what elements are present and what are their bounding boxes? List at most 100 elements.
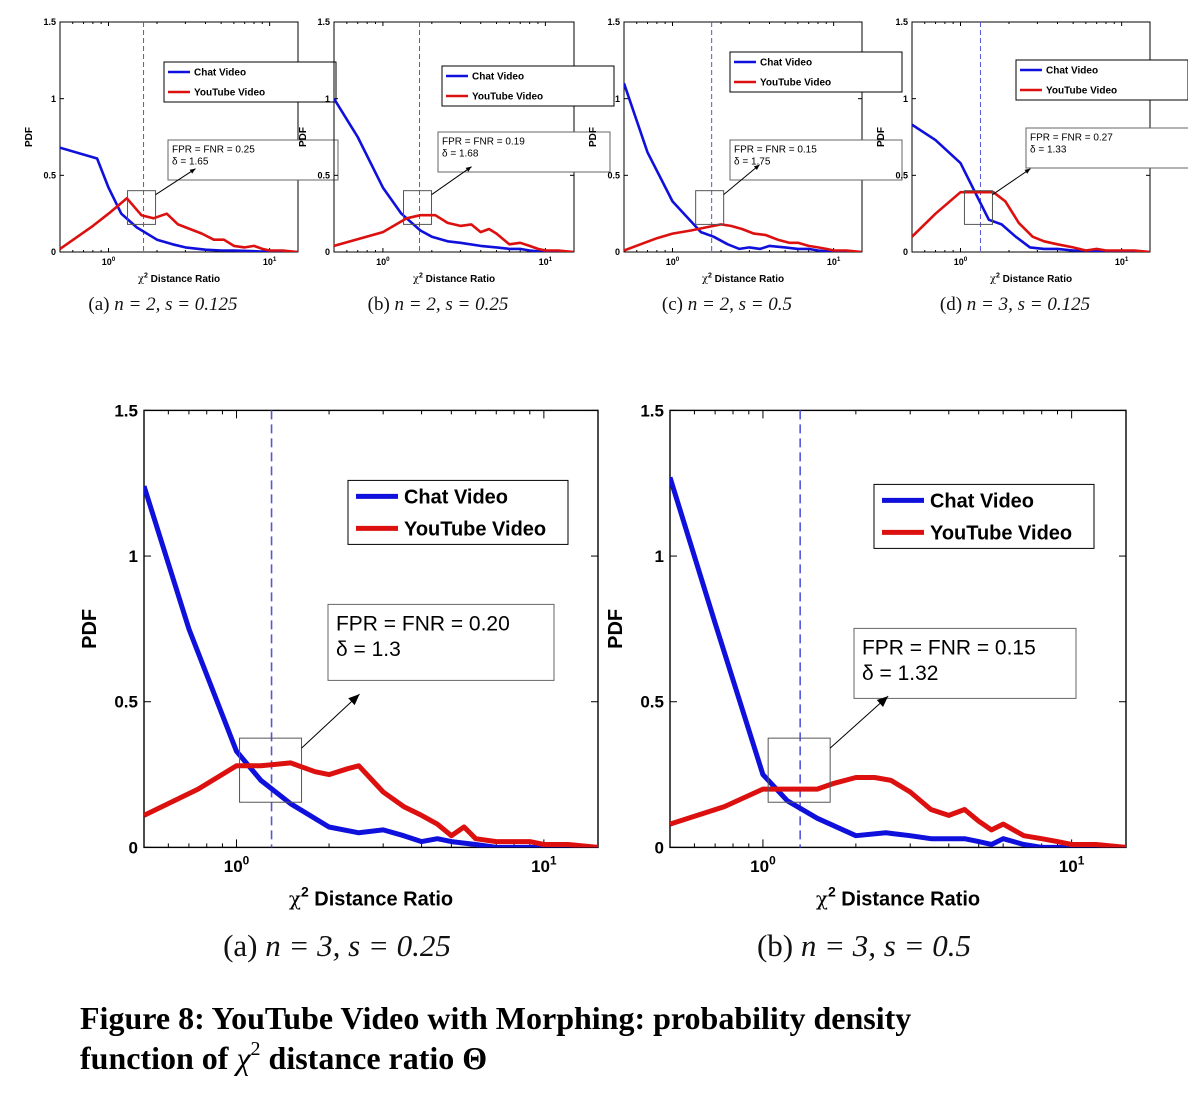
y-tick-label: 1.5	[895, 17, 908, 27]
x-tick-base: 10	[531, 857, 550, 876]
x-tick-label: 100	[666, 256, 680, 267]
subfigure-caption: (a) n = 2, s = 0.125	[16, 294, 310, 316]
y-tick-label: 1	[129, 547, 138, 566]
x-tick-base: 10	[1059, 857, 1078, 876]
x-tick-label: 101	[1115, 256, 1129, 267]
annotation-arrowhead	[876, 695, 889, 707]
series-line-chat-video	[60, 146, 298, 252]
figure-caption-line2-before: function of	[80, 1040, 237, 1076]
annotation-box	[853, 627, 1077, 699]
y-tick-label: 1	[325, 94, 330, 104]
legend-box	[441, 65, 615, 107]
annotation-line1: FPR = FNR = 0.25	[172, 145, 255, 156]
x-axis-label-chi: χ	[990, 274, 996, 285]
annotation-box	[437, 131, 611, 173]
legend-label-youtube-video: YouTube Video	[404, 518, 546, 540]
annotation-arrow	[992, 168, 1031, 196]
x-tick-exp: 0	[769, 853, 776, 867]
x-tick-exp: 0	[676, 256, 680, 263]
x-tick-label: 100	[224, 853, 250, 876]
annotation-arrow	[155, 168, 196, 196]
x-axis-label-text: Distance Ratio	[148, 274, 220, 285]
series-line-youtube-video	[670, 774, 1126, 847]
y-tick-label: 0	[903, 247, 908, 257]
annotation-arrow	[723, 164, 760, 196]
y-tick-label: 1.5	[114, 401, 138, 420]
y-tick-label: 0.5	[114, 692, 138, 711]
chart-panel-b-large: 0 0.5 1 1.5 100 101 χ2 Distance Ratio PDF FPR = …	[590, 396, 1138, 968]
x-axis-label-sup: 2	[708, 273, 712, 280]
x-axis-label: χ2 Distance Ratio	[816, 883, 980, 910]
plot-frame	[623, 21, 863, 253]
y-tick-label: 0	[325, 247, 330, 257]
subfigure-caption-label: (a)	[223, 927, 266, 963]
x-axis-label-chi: χ	[289, 886, 301, 910]
series-line-youtube-video	[334, 213, 574, 252]
x-axis-label: χ2 Distance Ratio	[990, 273, 1072, 286]
annotation-arrowhead	[1024, 168, 1031, 174]
annotation-arrowhead	[348, 693, 360, 705]
crossing-highlight-box	[239, 737, 303, 803]
chart-panel-a-large: 0 0.5 1 1.5 100 101 χ2 Distance Ratio PDF FPR = …	[64, 396, 610, 968]
x-axis-label-chi: χ	[816, 886, 828, 910]
x-axis-label-sup: 2	[144, 273, 148, 280]
legend-box	[163, 61, 337, 103]
y-tick-label: 0.5	[43, 170, 56, 180]
series-line-youtube-video	[624, 223, 862, 252]
y-tick-label: 1	[903, 94, 908, 104]
annotation-arrow	[301, 693, 360, 749]
x-tick-label: 100	[376, 256, 390, 267]
x-tick-exp: 0	[112, 256, 116, 263]
x-tick-label: 101	[827, 256, 841, 267]
annotation-line2: δ = 1.75	[734, 157, 771, 168]
x-tick-label: 100	[102, 256, 116, 267]
crossing-highlight-box	[403, 190, 433, 225]
x-axis-label-sup: 2	[419, 273, 423, 280]
y-axis-label: PDF	[876, 127, 887, 147]
figure-caption-line2-after: distance ratio Θ	[260, 1040, 488, 1076]
y-axis-label: PDF	[298, 127, 309, 147]
annotation-line1: FPR = FNR = 0.15	[734, 145, 817, 156]
x-tick-label: 101	[263, 256, 277, 267]
y-tick-label: 0	[51, 247, 56, 257]
series-line-chat-video	[912, 123, 1150, 252]
x-tick-exp: 0	[386, 256, 390, 263]
y-tick-label: 0	[615, 247, 620, 257]
x-axis-label-sup: 2	[828, 883, 836, 899]
x-axis-label-sup: 2	[996, 273, 1000, 280]
y-tick-label: 1	[51, 94, 56, 104]
subfigure-caption-params: n = 2, s = 0.125	[114, 294, 238, 315]
plot-frame	[59, 21, 299, 253]
x-tick-exp: 1	[273, 256, 277, 263]
subfigure-caption-params: n = 2, s = 0.25	[394, 294, 509, 315]
annotation-box	[327, 603, 555, 681]
y-tick-label: 0.5	[640, 692, 664, 711]
chart-panel-d-small: 0 0.5 1 1.5 100 101 χ2 Distance Ratio PDF FPR = …	[868, 10, 1188, 334]
annotation-arrow	[431, 166, 472, 196]
subfigure-caption-params: n = 3, s = 0.125	[966, 294, 1091, 315]
crossing-highlight-box	[127, 190, 157, 225]
y-axis-label: PDF	[588, 127, 599, 147]
figure-caption-line1: Figure 8: YouTube Video with Morphing: p…	[80, 1000, 912, 1036]
x-axis-label: χ2 Distance Ratio	[138, 273, 220, 286]
chart-panel-a-small: 0 0.5 1 1.5 100 101 χ2 Distance Ratio PDF FPR = …	[16, 10, 339, 334]
x-tick-exp: 0	[243, 853, 250, 867]
annotation-line2: δ = 1.32	[862, 661, 938, 684]
annotation-line2: δ = 1.68	[442, 149, 479, 160]
plot-frame	[669, 409, 1127, 848]
annotation-arrowhead	[465, 166, 472, 172]
x-tick-label: 101	[531, 853, 557, 876]
x-axis-label-text: Distance Ratio	[309, 888, 453, 910]
annotation-line2: δ = 1.65	[172, 157, 209, 168]
legend-label-youtube-video: YouTube Video	[1046, 86, 1117, 97]
figure-caption-line2: function of χ2 distance ratio Θ	[80, 1038, 1140, 1083]
x-axis-label: χ2 Distance Ratio	[413, 273, 495, 286]
x-tick-exp: 1	[550, 853, 557, 867]
plot-frame	[143, 409, 599, 848]
figure-caption: Figure 8: YouTube Video with Morphing: p…	[80, 998, 1140, 1083]
legend-label-youtube-video: YouTube Video	[760, 78, 831, 89]
x-tick-base: 10	[666, 257, 676, 267]
